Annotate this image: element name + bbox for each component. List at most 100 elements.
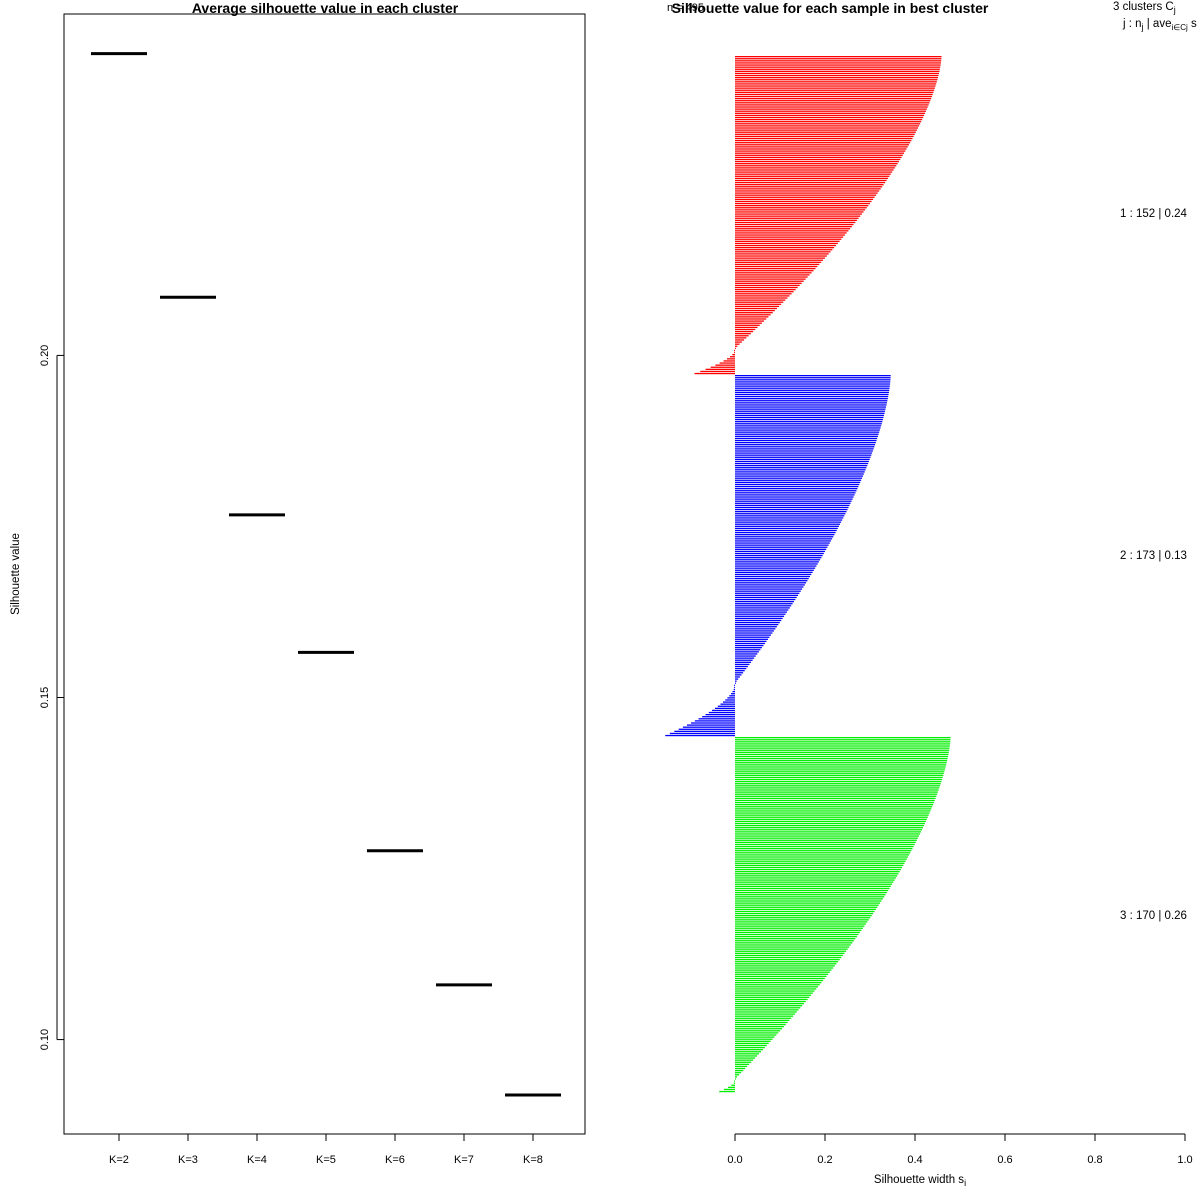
silhouette-bar-cluster-1 [735,123,921,125]
silhouette-bar-cluster-3 [735,1002,804,1005]
silhouette-bar-cluster-2 [735,504,850,507]
silhouette-bar-cluster-3 [735,862,905,864]
silhouette-bar-cluster-3 [735,942,853,944]
silhouette-bar-cluster-1 [735,249,833,251]
silhouette-bar-cluster-3 [723,1088,735,1091]
silhouette-bar-cluster-3 [735,1069,744,1072]
silhouette-bar-cluster-1 [735,129,917,131]
silhouette-bar-cluster-3 [735,925,865,927]
silhouette-bar-cluster-3 [735,1051,761,1053]
silhouette-bar-cluster-1 [735,171,893,173]
silhouette-bar-cluster-2 [735,418,883,421]
silhouette-bar-cluster-3 [735,749,950,751]
silhouette-bar-cluster-3 [735,958,840,961]
silhouette-bar-cluster-2 [735,385,890,387]
silhouette-bar-cluster-3 [735,843,915,846]
silhouette-bar-cluster-3 [735,753,949,756]
left-marks [91,52,561,1097]
silhouette-bar-cluster-1 [735,265,818,268]
silhouette-bar-cluster-2 [735,441,876,444]
silhouette-bar-cluster-2 [735,657,755,659]
silhouette-bar-cluster-2 [734,684,735,686]
silhouette-bar-cluster-3 [735,986,818,988]
silhouette-bar-cluster-1 [729,356,735,358]
silhouette-bar-cluster-2 [735,481,861,484]
silhouette-bar-cluster-2 [735,379,891,381]
silhouette-bar-cluster-2 [735,437,878,440]
silhouette-bar-cluster-2 [735,548,827,550]
silhouette-bar-cluster-1 [735,288,796,291]
silhouette-bar-cluster-3 [735,808,932,810]
silhouette-bar-cluster-2 [687,724,735,726]
silhouette-bar-cluster-2 [735,603,793,605]
silhouette-bar-cluster-3 [735,833,920,835]
silhouette-bar-cluster-2 [735,452,873,454]
silhouette-bar-cluster-2 [735,561,819,563]
silhouette-bar-cluster-1 [735,261,822,263]
silhouette-bar-cluster-3 [735,789,939,791]
silhouette-bar-cluster-2 [735,375,891,377]
silhouette-bar-cluster-1 [735,85,936,87]
silhouette-bar-cluster-2 [708,711,735,714]
silhouette-bar-cluster-1 [735,56,942,58]
silhouette-bar-cluster-3 [735,921,868,923]
silhouette-bar-cluster-1 [735,152,905,154]
legend-header-nj: j : n [1122,18,1142,30]
silhouette-bar-cluster-1 [735,303,782,305]
silhouette-bar-cluster-1 [735,144,909,146]
silhouette-bar-cluster-3 [735,923,866,925]
silhouette-bar-cluster-2 [694,720,735,722]
silhouette-bar-cluster-1 [735,274,810,276]
silhouette-bar-cluster-2 [665,734,735,737]
x-tick-label: K=7 [454,1154,474,1166]
silhouette-bar-cluster-2 [735,398,888,400]
silhouette-bar-cluster-2 [735,630,774,632]
silhouette-bar-cluster-2 [735,592,800,594]
silhouette-bar-cluster-3 [735,931,860,934]
silhouette-bar-cluster-1 [735,314,771,316]
left-chart: Average silhouette value in each cluster… [10,0,586,1166]
silhouette-bar-cluster-3 [735,948,848,950]
silhouette-bar-cluster-1 [735,194,877,196]
silhouette-bar-cluster-2 [735,523,841,525]
silhouette-bar-cluster-2 [735,393,889,396]
silhouette-bar-cluster-3 [735,1007,801,1009]
silhouette-bar-cluster-1 [735,295,790,297]
silhouette-bar-cluster-2 [735,456,871,458]
silhouette-bar-cluster-3 [735,864,904,867]
silhouette-bar-cluster-3 [735,929,862,931]
silhouette-bar-cluster-1 [734,349,735,352]
silhouette-bar-cluster-3 [735,793,938,795]
silhouette-bar-cluster-3 [735,737,951,739]
silhouette-bar-cluster-3 [735,1065,748,1068]
silhouette-bar-cluster-3 [735,975,827,978]
silhouette-bar-cluster-3 [735,1023,786,1026]
silhouette-bar-cluster-3 [735,1076,738,1078]
silhouette-bar-cluster-3 [734,1080,735,1082]
silhouette-bar-cluster-1 [735,205,869,207]
silhouette-bar-cluster-2 [735,446,875,448]
silhouette-bar-cluster-1 [735,169,894,171]
silhouette-bar-cluster-2 [735,469,866,471]
silhouette-bar-cluster-2 [735,647,762,649]
silhouette-bar-cluster-2 [735,479,862,481]
silhouette-bar-cluster-3 [735,996,810,998]
silhouette-bar-cluster-1 [735,326,758,329]
silhouette-bar-cluster-3 [735,785,941,787]
silhouette-bar-cluster-2 [735,676,740,678]
silhouette-bar-cluster-2 [735,670,745,672]
silhouette-bar-cluster-1 [735,316,769,318]
silhouette-bar-cluster-3 [735,912,874,915]
legend-header-cj-sub: j [1173,5,1176,15]
silhouette-bar-cluster-1 [735,81,937,83]
right-x-tick-label: 0.6 [997,1154,1012,1166]
silhouette-bar-cluster-2 [735,632,773,634]
silhouette-bar-cluster-2 [735,492,856,494]
silhouette-bar-cluster-1 [735,259,824,261]
sample-count-label: n = 495 [667,2,704,14]
silhouette-bar-cluster-3 [733,1082,735,1084]
silhouette-bar-cluster-1 [735,91,934,93]
right-x-tick-label: 0.4 [907,1154,922,1166]
silhouette-bar-cluster-3 [735,799,935,802]
